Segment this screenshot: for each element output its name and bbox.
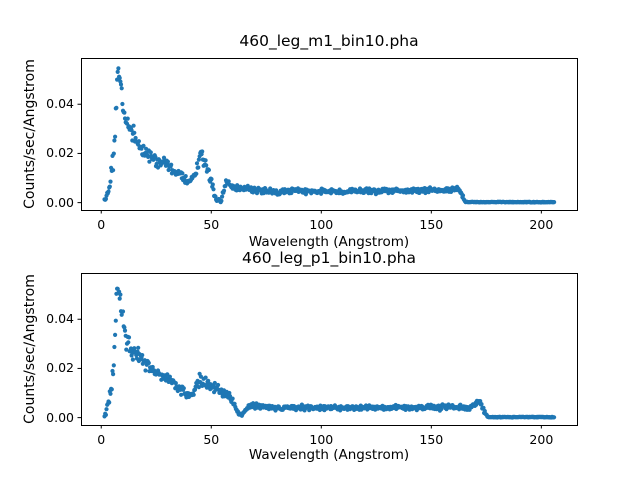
y-tick-label: 0.02	[46, 145, 74, 161]
x-tick-label: 50	[203, 432, 220, 447]
x-tick-label: 100	[309, 217, 334, 232]
axes-spines-1	[81, 273, 578, 426]
y-tick-label: 0.04	[46, 95, 74, 111]
x-tick-label: 0	[97, 217, 106, 232]
x-tick-label: 150	[419, 217, 444, 232]
y-tick-label: 0.04	[46, 310, 74, 326]
axes-spines-0	[81, 58, 578, 211]
x-tick-label: 100	[309, 432, 334, 447]
y-tick-label: 0.00	[46, 194, 74, 210]
x-tick-label: 50	[203, 217, 220, 232]
x-tick-label: 150	[419, 432, 444, 447]
y-tick-label: 0.00	[46, 409, 74, 425]
x-tick-label: 0	[97, 432, 106, 447]
top-plot-title: 460_leg_m1_bin10.pha	[239, 32, 419, 50]
bottom-plot-xlabel: Wavelength (Angstrom)	[248, 447, 410, 463]
x-tick-label: 200	[529, 432, 554, 447]
bottom-plot-title: 460_leg_p1_bin10.pha	[242, 249, 416, 267]
top-plot-xlabel: Wavelength (Angstrom)	[248, 234, 410, 250]
top-plot-ylabel: Counts/sec/Angstrom	[22, 59, 38, 209]
scatter-series-1	[102, 286, 557, 420]
bottom-plot-ylabel: Counts/sec/Angstrom	[22, 274, 38, 424]
scatter-series-0	[102, 66, 557, 205]
x-tick-label: 200	[529, 217, 554, 232]
y-tick-label: 0.02	[46, 360, 74, 376]
